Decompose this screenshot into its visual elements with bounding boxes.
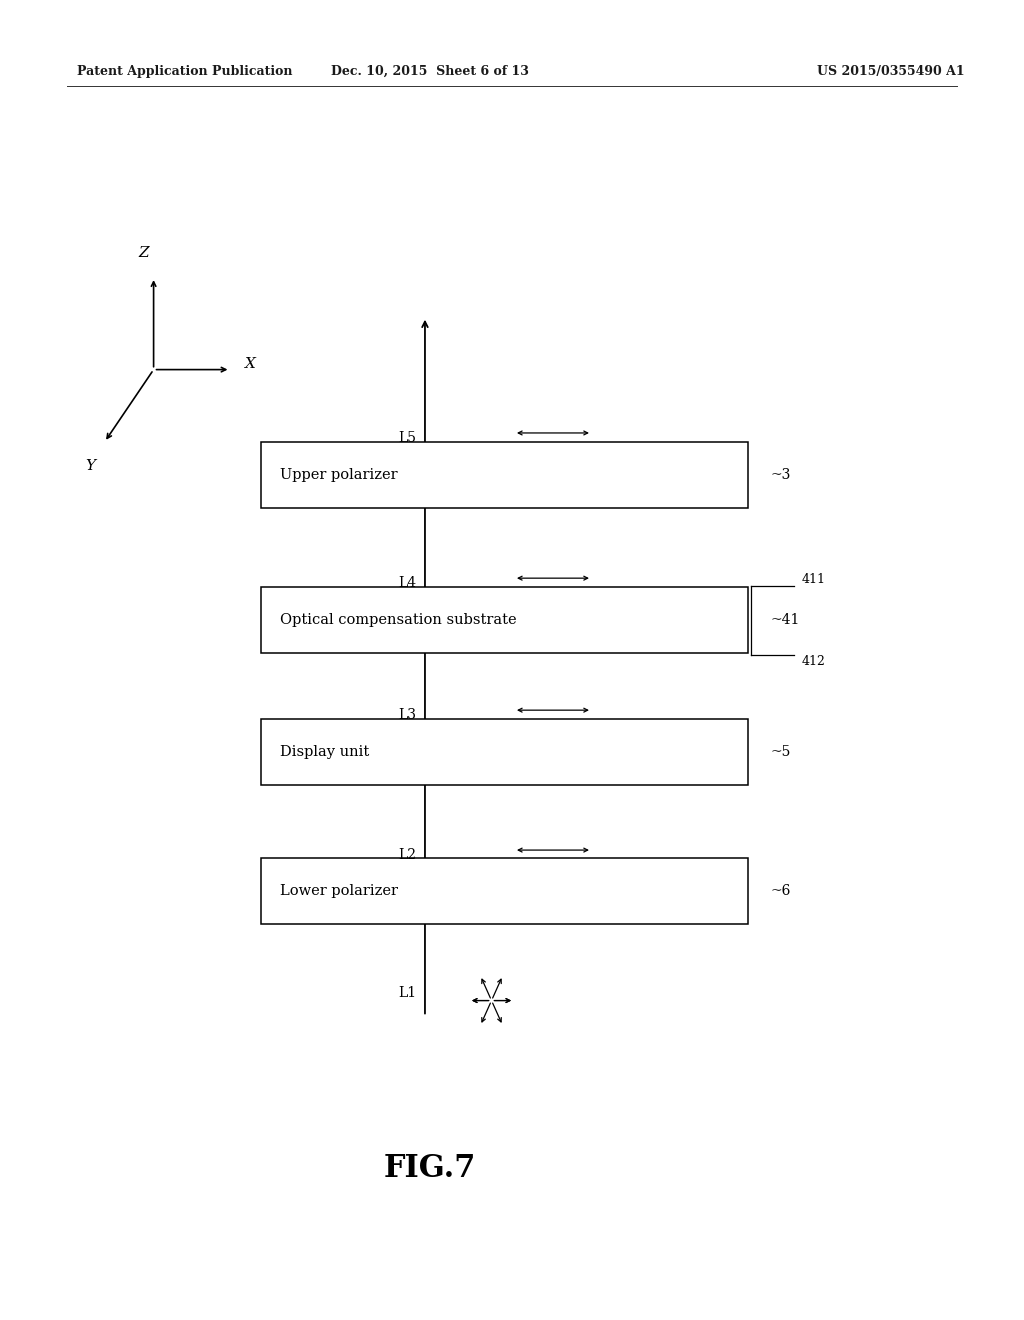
- Bar: [261, 442, 748, 508]
- Text: ~6: ~6: [770, 884, 791, 898]
- Text: 411: 411: [802, 573, 825, 586]
- Text: Optical compensation substrate: Optical compensation substrate: [280, 614, 516, 627]
- Text: Y: Y: [85, 459, 95, 473]
- Text: ~5: ~5: [770, 746, 791, 759]
- Text: Dec. 10, 2015  Sheet 6 of 13: Dec. 10, 2015 Sheet 6 of 13: [331, 65, 529, 78]
- Text: L5: L5: [398, 432, 417, 445]
- Bar: [261, 587, 748, 653]
- Text: Upper polarizer: Upper polarizer: [280, 469, 397, 482]
- Text: L2: L2: [398, 849, 417, 862]
- Text: ~3: ~3: [770, 469, 791, 482]
- Text: L4: L4: [398, 577, 417, 590]
- Text: L1: L1: [398, 986, 417, 999]
- Text: Display unit: Display unit: [280, 746, 369, 759]
- Text: FIG.7: FIG.7: [384, 1152, 476, 1184]
- Bar: [261, 858, 748, 924]
- Text: 412: 412: [802, 655, 825, 668]
- Text: L3: L3: [398, 709, 417, 722]
- Text: Patent Application Publication: Patent Application Publication: [77, 65, 292, 78]
- Text: ~41: ~41: [770, 614, 800, 627]
- Text: Z: Z: [138, 247, 148, 260]
- Text: Lower polarizer: Lower polarizer: [280, 884, 397, 898]
- Text: US 2015/0355490 A1: US 2015/0355490 A1: [817, 65, 965, 78]
- Bar: [261, 719, 748, 785]
- Text: X: X: [246, 358, 256, 371]
